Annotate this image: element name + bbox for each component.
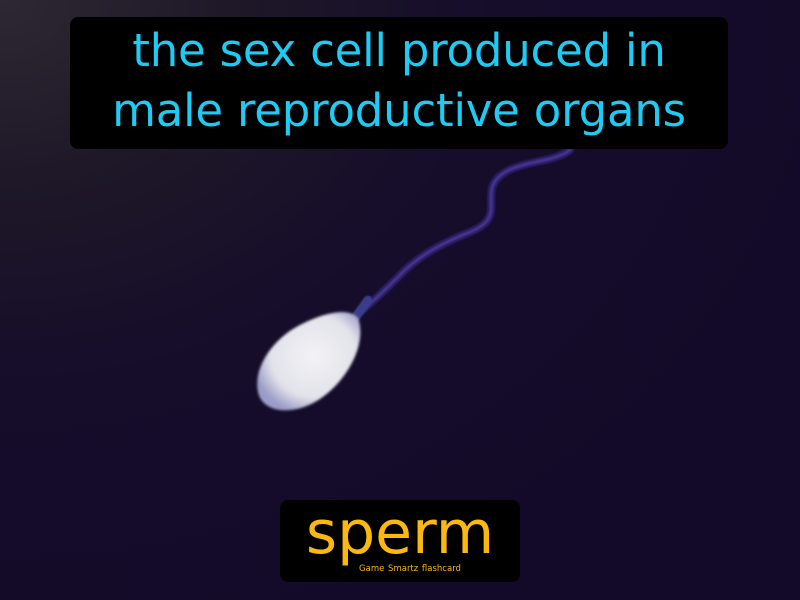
definition-line-2: male reproductive organs xyxy=(112,84,686,137)
brand-label: Game Smartz flashcard xyxy=(359,564,461,574)
definition-box: the sex cell produced in male reproducti… xyxy=(70,17,728,149)
sperm-head xyxy=(257,312,361,411)
term-word: sperm xyxy=(305,498,495,568)
term-box: sperm Game Smartz flashcard xyxy=(280,500,520,582)
definition-line-1: the sex cell produced in xyxy=(132,24,666,77)
sperm-tail xyxy=(356,146,574,316)
